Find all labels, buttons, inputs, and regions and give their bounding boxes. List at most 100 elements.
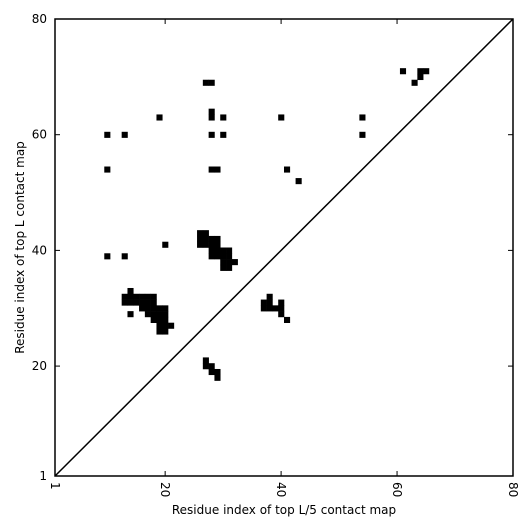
contact-cell-top-l5: [127, 287, 134, 295]
contact-cell-top-l: [121, 131, 128, 138]
contact-cell-top-l: [202, 79, 209, 86]
x-tick-label: 60: [390, 482, 404, 497]
contact-cell-top-l5: [202, 357, 209, 364]
contact-cell-top-l5: [162, 322, 169, 329]
x-axis-label: Residue index of top L/5 contact map: [172, 503, 396, 517]
y-tick-label: 20: [32, 359, 47, 373]
contact-cell-top-l5: [156, 328, 163, 335]
contact-cell-top-l5: [168, 322, 175, 329]
contact-cell-top-l5: [284, 316, 291, 323]
contact-cell-top-l5: [278, 305, 285, 312]
contact-cell-top-l: [417, 73, 424, 81]
contact-cell-top-l5: [150, 293, 157, 300]
y-axis-label: Residue index of top L contact map: [13, 141, 27, 354]
contact-cell-top-l: [208, 253, 215, 260]
contact-cell-top-l: [121, 253, 128, 260]
contact-cell-top-l5: [162, 316, 169, 323]
y-tick-label: 80: [32, 12, 47, 26]
contact-cell-top-l5: [139, 299, 146, 306]
contact-cell-top-l5: [162, 305, 169, 312]
contact-cell-top-l: [226, 264, 233, 271]
contact-cell-top-l: [214, 247, 221, 254]
contact-cell-top-l: [208, 247, 215, 254]
contact-cell-top-l5: [208, 368, 215, 376]
contact-cell-top-l5: [139, 305, 146, 312]
contact-cell-top-l5: [133, 299, 140, 306]
contact-cell-top-l: [220, 264, 227, 271]
contact-cell-top-l5: [127, 311, 134, 318]
contact-cell-top-l: [423, 68, 430, 75]
contact-cell-top-l5: [127, 299, 134, 306]
contact-cell-top-l5: [208, 363, 215, 370]
plot-frame: [54, 18, 514, 477]
y-tick-label: 40: [32, 243, 47, 257]
contact-cell-top-l: [359, 131, 366, 138]
contact-cell-top-l: [411, 79, 418, 86]
contact-cell-top-l5: [150, 311, 157, 318]
contact-cell-top-l: [197, 230, 204, 237]
contact-cell-top-l: [226, 259, 233, 266]
contact-cell-top-l: [417, 68, 424, 75]
contact-cell-top-l: [226, 247, 233, 254]
contact-cell-top-l5: [156, 316, 163, 323]
contact-cell-top-l: [220, 259, 227, 266]
contact-cell-top-l5: [156, 311, 163, 318]
contact-cell-top-l: [214, 235, 221, 243]
contact-cell-top-l5: [266, 305, 273, 312]
contact-cell-top-l5: [214, 374, 221, 381]
contact-cell-top-l: [220, 247, 227, 254]
contact-cell-top-l5: [144, 305, 151, 312]
x-tick-label: 1: [48, 482, 62, 490]
contact-cell-top-l: [214, 241, 221, 248]
contact-cells: [104, 68, 430, 381]
contact-cell-top-l: [104, 253, 111, 260]
contact-cell-top-l: [208, 108, 215, 115]
contact-cell-top-l5: [260, 305, 267, 312]
contact-cell-top-l5: [144, 311, 151, 318]
contact-cell-top-l5: [133, 293, 140, 300]
contact-cell-top-l5: [156, 305, 163, 312]
contact-cell-top-l5: [127, 293, 134, 300]
contact-cell-top-l: [220, 131, 227, 138]
contact-cell-top-l: [399, 68, 407, 75]
contact-cell-top-l: [197, 235, 204, 243]
contact-cell-top-l: [104, 166, 111, 173]
contact-cell-top-l: [202, 230, 209, 237]
contact-cell-top-l: [208, 235, 215, 243]
contact-cell-top-l: [208, 241, 215, 248]
contact-cell-top-l: [295, 178, 302, 185]
diagonal-line: [54, 18, 514, 477]
contact-cell-top-l5: [156, 322, 163, 329]
contact-cell-top-l5: [266, 293, 273, 300]
contact-cell-top-l: [104, 131, 111, 138]
contact-cell-top-l: [202, 241, 209, 248]
contact-cell-top-l: [156, 114, 163, 121]
contact-cell-top-l5: [150, 305, 157, 312]
contact-cell-top-l: [162, 241, 169, 248]
contact-cell-top-l5: [162, 311, 169, 318]
x-tick-label: 20: [158, 482, 172, 497]
contact-cell-top-l5: [260, 299, 267, 306]
contact-cell-top-l: [202, 235, 209, 243]
contact-cell-top-l5: [266, 299, 273, 306]
contact-cell-top-l5: [272, 305, 279, 312]
contact-cell-top-l5: [139, 293, 146, 300]
contact-cell-top-l: [284, 166, 291, 173]
contact-cell-top-l: [278, 114, 285, 121]
contact-cell-top-l5: [214, 368, 221, 376]
contact-cell-top-l5: [150, 316, 157, 323]
contact-cell-top-l: [214, 253, 221, 260]
x-tick-label: 80: [506, 482, 520, 497]
contact-cell-top-l: [208, 166, 215, 173]
contact-cell-top-l5: [278, 311, 285, 318]
contact-cell-top-l: [226, 253, 233, 260]
contact-cell-top-l: [214, 166, 221, 173]
axis-ticks: 1 20 40 60 80 1 20 40 60 80: [32, 12, 520, 497]
contact-cell-top-l: [208, 131, 215, 138]
contact-cell-top-l5: [144, 293, 151, 300]
contact-cell-top-l5: [278, 299, 285, 306]
contact-cell-top-l5: [162, 328, 169, 335]
contact-cell-top-l5: [121, 299, 128, 306]
y-tick-label: 60: [32, 128, 47, 142]
